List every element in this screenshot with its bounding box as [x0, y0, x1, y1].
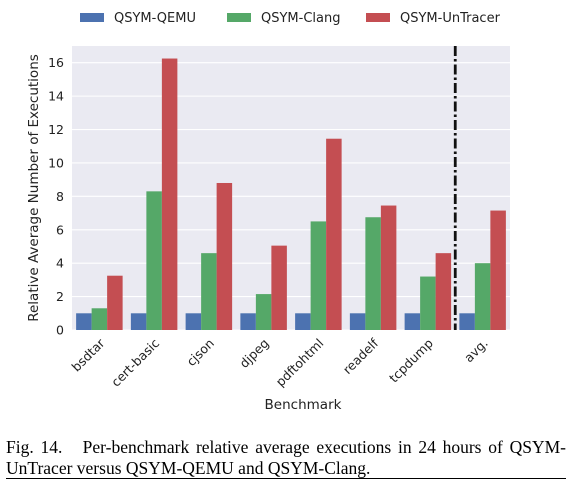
y-tick-label: 16 [48, 55, 64, 70]
y-tick-label: 14 [48, 89, 64, 104]
y-tick-label: 4 [56, 256, 64, 271]
chart-legend: QSYM-QEMU QSYM-Clang QSYM-UnTracer [80, 11, 501, 26]
figure-caption: Fig. 14. Per-benchmark relative average … [6, 437, 566, 479]
y-tick-label: 12 [48, 122, 64, 137]
x-axis-label: Benchmark [265, 397, 342, 413]
bar-qsym-untracer-pdftohtml [326, 138, 342, 330]
bar-chart: QSYM-QEMU QSYM-Clang QSYM-UnTracer 0 2 4 6 8 10… [26, 11, 510, 413]
bar-qsym-clang-avg [474, 263, 491, 330]
bar-qsym-clang-bsdtar [91, 308, 108, 330]
y-tick-label: 8 [56, 189, 64, 204]
figure-caption-label: Fig. 14. [6, 437, 63, 457]
y-tick-label: 2 [56, 289, 64, 304]
y-tick-label: 10 [48, 155, 64, 170]
bar-qsym-qemu-tcpdump [404, 313, 421, 330]
legend-swatch [227, 13, 251, 22]
x-tick-label: tcpdump [386, 335, 436, 385]
bar-qsym-qemu-bsdtar [76, 313, 92, 330]
x-tick-labels: bsdtar cert-basic cjson djpeg pdftohtml reade… [69, 335, 491, 390]
bar-qsym-qemu-readelf [349, 313, 366, 330]
legend-swatch [366, 13, 390, 22]
bar-qsym-untracer-avg [490, 210, 506, 330]
bars [76, 58, 506, 330]
bar-qsym-qemu-djpeg [240, 313, 256, 330]
bar-qsym-qemu-cjson [185, 313, 202, 330]
bar-qsym-clang-pdftohtml [310, 221, 327, 330]
legend-label: QSYM-Clang [261, 11, 340, 26]
bar-qsym-untracer-cjson [216, 182, 233, 330]
bar-qsym-clang-cjson [201, 253, 217, 330]
x-tick-label: bsdtar [69, 335, 109, 375]
bar-qsym-untracer-cert-basic [161, 58, 178, 330]
bar-qsym-clang-readelf [365, 217, 381, 330]
bar-qsym-qemu-avg [459, 313, 475, 330]
caption-underline [6, 478, 566, 479]
y-tick-label: 6 [56, 222, 64, 237]
x-tick-label: pdftohtml [273, 336, 327, 390]
x-tick-label: djpeg [236, 336, 271, 371]
bar-qsym-untracer-bsdtar [107, 275, 123, 330]
legend-label: QSYM-UnTracer [400, 11, 501, 26]
bar-qsym-untracer-djpeg [271, 245, 287, 330]
bar-qsym-qemu-pdftohtml [295, 313, 311, 330]
bar-qsym-qemu-cert-basic [130, 313, 147, 330]
bar-qsym-untracer-tcpdump [435, 253, 452, 330]
bar-qsym-clang-cert-basic [146, 191, 162, 330]
legend-swatch [80, 13, 104, 22]
x-tick-label: readelf [340, 335, 382, 377]
figure-caption-text: Per-benchmark relative average execution… [6, 437, 566, 478]
x-tick-label: avg. [461, 336, 491, 366]
x-tick-label: cert-basic [108, 335, 162, 389]
bar-qsym-untracer-readelf [380, 205, 397, 330]
y-axis-label: Relative Average Number of Executions [26, 54, 42, 322]
y-tick-labels: 0 2 4 6 8 10 12 14 16 [48, 55, 64, 337]
x-tick-label: cjson [183, 336, 217, 370]
bar-qsym-clang-djpeg [255, 294, 272, 330]
y-tick-label: 0 [56, 323, 64, 338]
legend-label: QSYM-QEMU [114, 11, 196, 26]
bar-qsym-clang-tcpdump [420, 276, 436, 330]
